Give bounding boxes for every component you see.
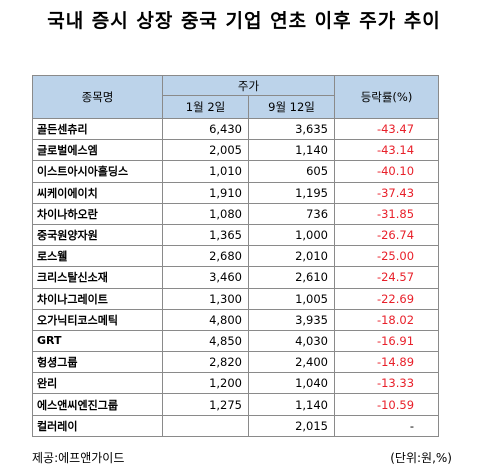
cell-jan-price: 1,010 (162, 160, 249, 183)
table-row: 씨케이에이치 1,910 1,195 -37.43 (32, 181, 440, 204)
stock-table: 종목명 주가 등락률(%) 1월 2일 9월 12일 골든센츄리 6,430 3,6… (32, 75, 440, 437)
table-row: 에스앤씨엔진그룹 1,275 1,140 -10.59 (32, 393, 440, 416)
cell-name: 이스트아시아홀딩스 (32, 160, 163, 183)
header-sep: 9월 12일 (247, 95, 336, 119)
cell-jan-price: 1,080 (162, 202, 249, 225)
cell-sep-price: 4,030 (247, 329, 336, 353)
cell-sep-price: 2,400 (247, 351, 336, 374)
table-body: 골든센츄리 6,430 3,635 -43.47 글로벌에스엠 2,005 1,140 -43… (32, 117, 440, 437)
cell-sep-price: 3,935 (247, 308, 336, 331)
cell-change: -43.14 (334, 139, 440, 162)
cell-sep-price: 605 (247, 160, 336, 183)
unit-note: (단위:원,%) (390, 451, 452, 465)
cell-sep-price: 2,010 (247, 245, 336, 268)
cell-jan-price: 2,680 (162, 245, 249, 268)
table-row: 오가닉티코스메틱 4,800 3,935 -18.02 (32, 308, 440, 331)
table-row: 크리스탈신소재 3,460 2,610 -24.57 (32, 266, 440, 289)
cell-sep-price: 3,635 (247, 117, 336, 141)
header-jan: 1월 2일 (162, 95, 249, 119)
cell-name: 컬러레이 (32, 414, 163, 437)
cell-change: -37.43 (334, 181, 440, 204)
cell-jan-price: 2,005 (162, 139, 249, 162)
header-price-group: 주가 (161, 75, 336, 96)
cell-change: -40.10 (334, 160, 440, 183)
cell-name: 중국원양자원 (32, 223, 163, 247)
cell-name: GRT (32, 329, 163, 353)
cell-change: -24.57 (334, 266, 440, 289)
cell-sep-price: 2,610 (247, 266, 336, 289)
cell-name: 골든센츄리 (32, 117, 163, 141)
cell-jan-price: 1,275 (162, 393, 249, 416)
table-row: 골든센츄리 6,430 3,635 -43.47 (32, 117, 440, 141)
table-title: 국내 증시 상장 중국 기업 연초 이후 주가 추이 (47, 10, 441, 32)
table-row: 컬러레이 2,015- (32, 414, 440, 437)
cell-change: -31.85 (334, 202, 440, 225)
table-row: 차이나그레이트 1,300 1,005 -22.69 (32, 287, 440, 310)
cell-jan-price: 6,430 (162, 117, 249, 141)
table-row: 헝셩그룹 2,820 2,400 -14.89 (32, 351, 440, 374)
cell-name: 에스앤씨엔진그룹 (32, 393, 163, 416)
cell-name: 글로벌에스엠 (32, 139, 163, 162)
cell-jan-price: 1,200 (162, 372, 249, 395)
cell-jan-price: 1,365 (162, 223, 249, 247)
cell-change: - (334, 414, 440, 437)
table-row: 로스웰 2,680 2,010 -25.00 (32, 245, 440, 268)
cell-jan-price: 2,820 (162, 351, 249, 374)
cell-sep-price: 2,015 (247, 414, 336, 437)
cell-sep-price: 1,140 (247, 139, 336, 162)
cell-name: 헝셩그룹 (32, 351, 163, 374)
cell-jan-price: 3,460 (162, 266, 249, 289)
table-row: GRT 4,850 4,030 -16.91 (32, 329, 440, 353)
cell-name: 차이나하오란 (32, 202, 163, 225)
cell-change: -25.00 (334, 245, 440, 268)
cell-sep-price: 1,000 (247, 223, 336, 247)
cell-name: 차이나그레이트 (32, 287, 163, 310)
cell-change: -14.89 (334, 351, 440, 374)
cell-name: 로스웰 (32, 245, 163, 268)
table-row: 완리 1,200 1,040 -13.33 (32, 372, 440, 395)
cell-name: 크리스탈신소재 (32, 266, 163, 289)
cell-jan-price: 4,800 (162, 308, 249, 331)
table-row: 중국원양자원 1,365 1,000 -26.74 (32, 223, 440, 247)
cell-jan-price: 4,850 (162, 329, 249, 353)
cell-name: 오가닉티코스메틱 (32, 308, 163, 331)
cell-sep-price: 1,140 (247, 393, 336, 416)
cell-name: 완리 (32, 372, 163, 395)
cell-sep-price: 1,195 (247, 181, 336, 204)
cell-change: -22.69 (334, 287, 440, 310)
cell-sep-price: 736 (247, 202, 336, 225)
table-row: 이스트아시아홀딩스 1,010 605 -40.10 (32, 160, 440, 183)
cell-change: -18.02 (334, 308, 440, 331)
cell-jan-price: 1,910 (162, 181, 249, 204)
header-change: 등락률(%) (334, 75, 440, 119)
cell-change: -13.33 (334, 372, 440, 395)
cell-change: -10.59 (334, 393, 440, 416)
table-row: 글로벌에스엠 2,005 1,140 -43.14 (32, 139, 440, 162)
cell-sep-price: 1,005 (247, 287, 336, 310)
table-row: 차이나하오란 1,080 736 -31.85 (32, 202, 440, 225)
cell-name: 씨케이에이치 (32, 181, 163, 204)
cell-jan-price: 1,300 (162, 287, 249, 310)
cell-sep-price: 1,040 (247, 372, 336, 395)
cell-change: -26.74 (334, 223, 440, 247)
header-name: 종목명 (32, 75, 163, 119)
cell-change: -16.91 (334, 329, 440, 353)
cell-change: -43.47 (334, 117, 440, 141)
cell-jan-price (162, 414, 249, 437)
source-note: 제공:에프앤가이드 (32, 451, 125, 465)
